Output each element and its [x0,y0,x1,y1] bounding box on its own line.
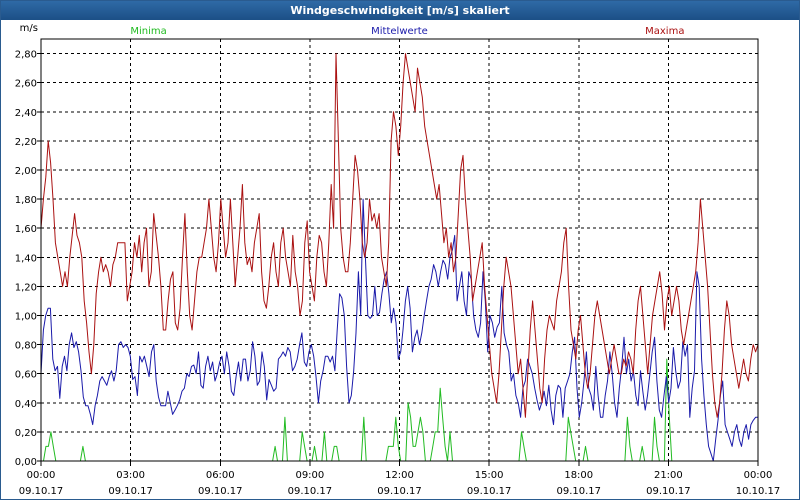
plot-area-frame [40,38,759,462]
grid-lines [41,39,758,461]
y-axis-label: m/s [20,23,38,34]
x-tick-time-label: 18:00 [564,470,593,481]
y-tick-label: 2,00 [15,166,37,177]
x-tick-time-label: 21:00 [654,470,683,481]
y-tick-label: 1,20 [15,282,37,293]
legend: Minima Mittelwerte Maxima [130,26,684,37]
y-tick-label: 0,40 [15,399,37,410]
y-tick-label: 0,00 [15,457,37,468]
y-tick-label: 0,60 [15,370,37,381]
x-tick-date-label: 09.10.17 [198,486,243,497]
y-tick-label: 2,80 [15,50,37,61]
y-axis: 0,00 0,20 0,40 0,60 0,80 1,00 1,20 1,40 1,60 1,80… [15,23,41,468]
x-tick-time-label: 00:00 [27,470,56,481]
x-tick-date-label: 09.10.17 [377,486,422,497]
x-tick-time-label: 12:00 [385,470,414,481]
x-tick-date-label: 10.10.17 [736,486,781,497]
y-tick-label: 2,20 [15,137,37,148]
x-tick-date-label: 09.10.17 [467,486,512,497]
series-line-mittelwerte [40,198,758,462]
x-axis: 00:00 09.10.17 03:00 09.10.17 06:00 09.10.17 0… [19,461,781,497]
y-tick-label: 1,00 [15,311,37,322]
y-tick-label: 1,40 [15,253,37,264]
window-title: Windgeschwindigkeit [m/s] skaliert [1,1,799,20]
legend-entry-mittelwerte: Mittelwerte [371,26,428,37]
y-tick-label: 2,40 [15,108,37,119]
x-tick-time-label: 09:00 [295,470,324,481]
x-tick-time-label: 15:00 [475,470,504,481]
y-tick-label: 1,80 [15,195,37,206]
x-tick-time-label: 00:00 [744,470,773,481]
y-tick-label: 2,60 [15,79,37,90]
x-tick-date-label: 09.10.17 [646,486,691,497]
legend-entry-minima: Minima [130,26,166,37]
y-tick-label: 1,60 [15,224,37,235]
x-tick-time-label: 03:00 [116,470,145,481]
y-tick-label: 0,80 [15,341,37,352]
y-tick-label: 0,20 [15,428,37,439]
x-tick-date-label: 09.10.17 [556,486,601,497]
legend-entry-maxima: Maxima [645,26,684,37]
x-tick-date-label: 09.10.17 [19,486,64,497]
x-tick-time-label: 06:00 [206,470,235,481]
x-tick-date-label: 09.10.17 [108,486,153,497]
series-line-maxima [40,53,759,418]
x-tick-date-label: 09.10.17 [288,486,333,497]
